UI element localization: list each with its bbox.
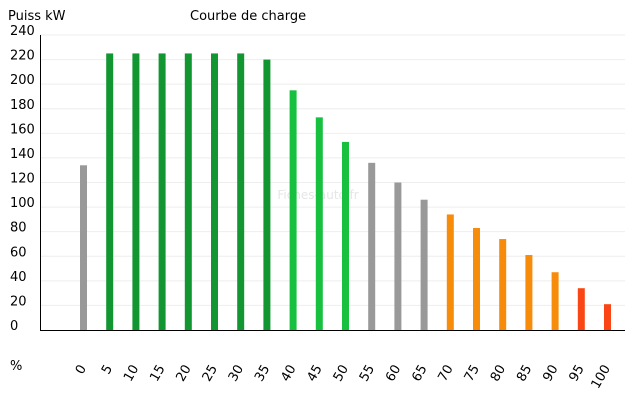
- x-tick-label: 70: [436, 363, 457, 385]
- bar-80: [499, 239, 507, 330]
- y-tick-label: 40: [10, 270, 27, 285]
- bar-25: [211, 53, 218, 330]
- y-tick-label: 100: [10, 196, 35, 211]
- bar-45: [315, 117, 323, 331]
- x-tick-label: 0: [73, 363, 90, 378]
- x-tick-label: 65: [409, 363, 430, 385]
- bar-95: [577, 288, 585, 330]
- x-tick-label: 15: [147, 363, 168, 385]
- y-tick-label: 180: [10, 98, 35, 113]
- bar-85: [525, 255, 533, 330]
- x-tick-label: 100: [589, 363, 614, 392]
- x-axis-label: %: [10, 359, 22, 374]
- x-tick-label: 20: [174, 363, 195, 385]
- y-tick-label: 220: [10, 49, 35, 64]
- bar-50: [342, 141, 349, 330]
- y-tick-label: 160: [10, 122, 35, 137]
- x-tick-label: 90: [540, 363, 561, 385]
- grid-lines: [40, 34, 625, 306]
- bar-70: [446, 214, 454, 330]
- x-tick-label: 55: [357, 363, 378, 385]
- y-tick-label: 20: [10, 294, 27, 309]
- x-tick-label: 95: [567, 363, 588, 385]
- x-tick-label: 45: [305, 363, 326, 385]
- x-tick-label: 75: [462, 363, 483, 385]
- x-tick-labels: 0 5 10 15 20 25 30 35 40 45 50 55 60 65 70 75 80 85 90 95 10…: [73, 363, 614, 392]
- x-tick-label: 5: [99, 363, 116, 378]
- y-tick-label: 120: [10, 172, 35, 187]
- x-tick-label: 10: [121, 363, 142, 385]
- x-tick-label: 80: [488, 363, 509, 385]
- bar-35: [263, 59, 271, 330]
- y-axis-label: Puiss kW: [8, 9, 66, 24]
- y-tick-label: 60: [10, 245, 27, 260]
- y-tick-label: 200: [10, 73, 35, 88]
- bar-30: [237, 53, 245, 330]
- x-tick-label: 60: [383, 363, 404, 385]
- bar-100: [604, 304, 611, 330]
- bar-60: [394, 182, 402, 330]
- y-tick-label: 0: [10, 319, 18, 334]
- bar-20: [184, 53, 192, 330]
- x-tick-label: 40: [278, 363, 299, 385]
- y-tick-label: 80: [10, 221, 27, 236]
- x-tick-label: 35: [252, 363, 273, 385]
- chart-title: Courbe de charge: [190, 9, 306, 24]
- y-tick-labels: 0 20 40 60 80 100 120 140 160 180 200 220 240: [10, 24, 35, 334]
- bar-0: [80, 165, 87, 330]
- bar-65: [420, 199, 428, 330]
- y-tick-label: 240: [10, 24, 35, 39]
- x-tick-label: 25: [200, 363, 221, 385]
- bar-75: [473, 227, 480, 330]
- x-tick-label: 50: [331, 363, 352, 385]
- bars: [80, 53, 611, 331]
- x-tick-label: 30: [226, 363, 247, 385]
- bar-40: [289, 90, 297, 330]
- bar-55: [368, 162, 376, 330]
- bar-10: [132, 53, 140, 330]
- bar-90: [551, 272, 559, 330]
- bar-15: [158, 53, 166, 330]
- x-tick-label: 85: [514, 363, 535, 385]
- y-tick-label: 140: [10, 147, 35, 162]
- bar-5: [106, 53, 114, 330]
